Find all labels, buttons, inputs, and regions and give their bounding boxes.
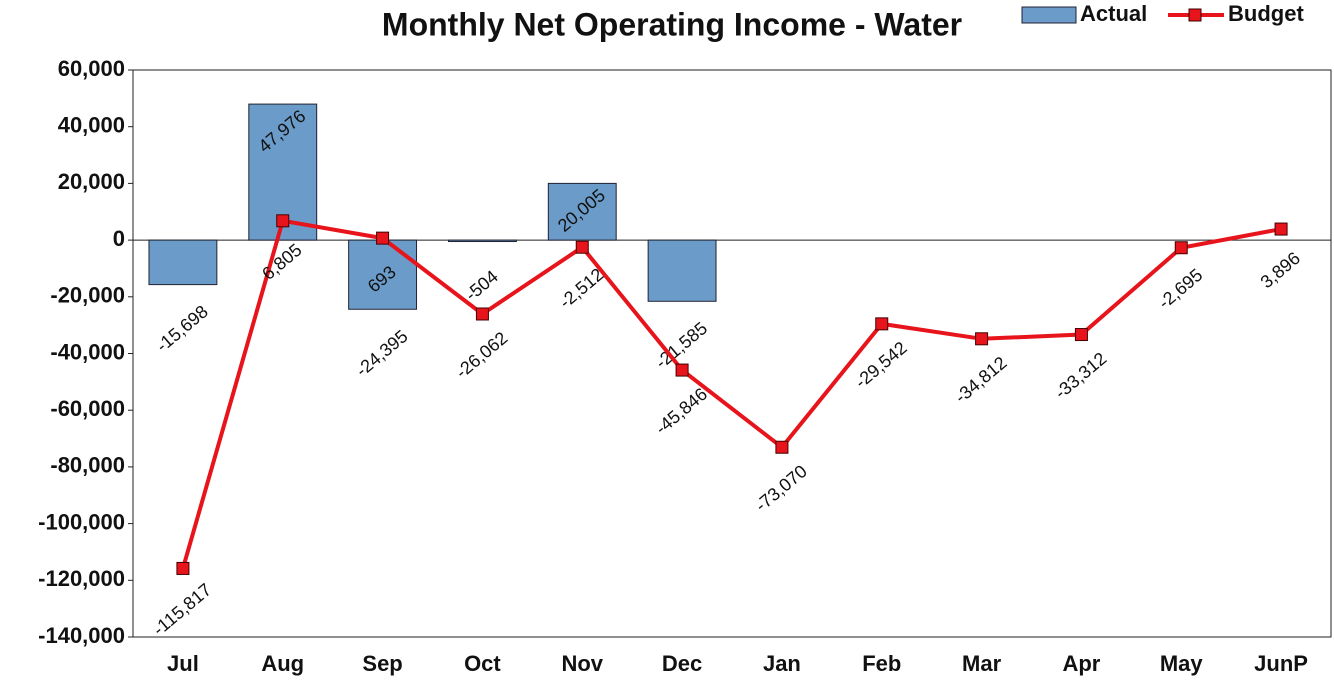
legend-label: Actual (1080, 1, 1147, 26)
data-label: -26,062 (452, 328, 512, 383)
marker (575, 240, 589, 254)
line (180, 218, 1282, 569)
x-tick-label: Feb (862, 651, 901, 676)
x-tick-label: Aug (261, 651, 304, 676)
y-tick-label: 0 (113, 226, 125, 251)
data-label: -34,812 (951, 353, 1011, 408)
y-tick-label: 60,000 (58, 56, 125, 81)
bar (647, 239, 717, 302)
y-tick-label: -120,000 (38, 566, 125, 591)
data-label: 3,896 (1257, 248, 1304, 292)
marker (775, 440, 789, 454)
data-label: -73,070 (751, 461, 811, 516)
marker (376, 231, 390, 245)
y-tick-label: -60,000 (50, 396, 125, 421)
y-tick-label: 40,000 (58, 113, 125, 138)
data-label: -45,846 (651, 384, 711, 439)
marker (276, 214, 290, 228)
marker (1074, 328, 1088, 342)
marker (475, 307, 489, 321)
y-tick-label: -20,000 (50, 283, 125, 308)
legend-marker (1188, 8, 1202, 22)
y-tick-label: -40,000 (50, 339, 125, 364)
x-tick-label: May (1160, 651, 1204, 676)
marker (675, 363, 689, 377)
data-label: -29,542 (851, 338, 911, 393)
data-label: -2,695 (1154, 265, 1206, 313)
legend-label: Budget (1228, 1, 1304, 26)
x-tick-label: Dec (662, 651, 702, 676)
x-tick-label: Mar (962, 651, 1002, 676)
x-tick-label: JunP (1254, 651, 1308, 676)
bar (547, 182, 617, 241)
x-tick-label: Apr (1062, 651, 1100, 676)
bar (148, 239, 218, 286)
data-label: -504 (461, 266, 501, 304)
x-tick-label: Sep (362, 651, 402, 676)
x-tick-label: Jan (763, 651, 801, 676)
bar (348, 239, 418, 310)
y-tick-label: 20,000 (58, 169, 125, 194)
legend: Actual Budget (1021, 1, 1304, 26)
y-tick-label: -140,000 (38, 623, 125, 648)
data-label: -24,395 (352, 326, 412, 381)
marker (875, 317, 889, 331)
marker (1274, 222, 1288, 236)
y-tick-label: -100,000 (38, 509, 125, 534)
bar (447, 239, 517, 243)
data-label: -2,512 (555, 264, 607, 312)
data-label: 6,805 (258, 240, 305, 284)
x-tick-label: Nov (561, 651, 603, 676)
x-tick-label: Jul (167, 651, 199, 676)
data-label: -33,312 (1051, 348, 1111, 403)
marker (975, 332, 989, 346)
data-label: -115,817 (149, 579, 215, 639)
x-tick-label: Oct (464, 651, 501, 676)
marker (1174, 241, 1188, 255)
legend-swatch (1021, 6, 1077, 24)
data-label: -15,698 (152, 301, 212, 356)
chart-title: Monthly Net Operating Income - Water (382, 6, 962, 42)
marker (176, 561, 190, 575)
y-tick-label: -80,000 (50, 453, 125, 478)
